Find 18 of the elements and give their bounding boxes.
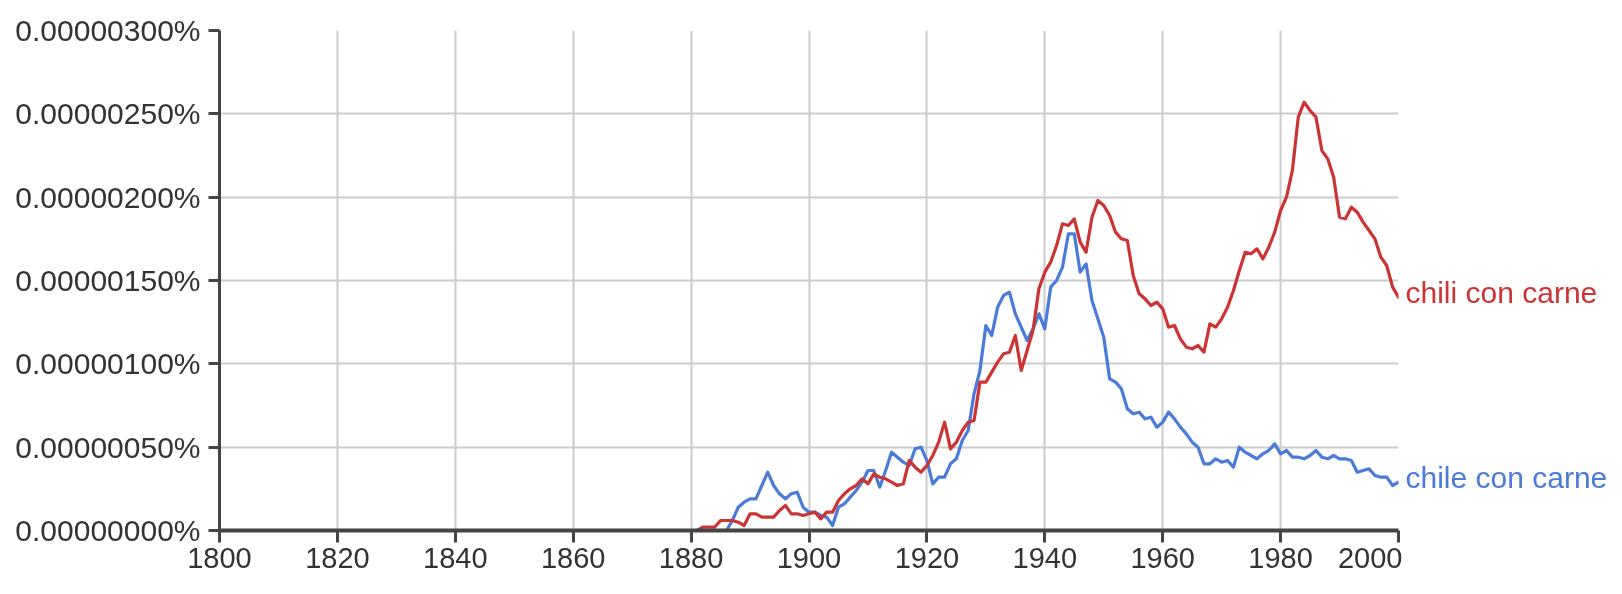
x-tick-label: 1900 — [776, 541, 842, 574]
x-tick-label: 1860 — [540, 541, 606, 574]
x-tick-label: 2000 — [1337, 541, 1403, 574]
y-tick-label: 0.00000250% — [15, 97, 201, 131]
y-tick-label: 0.00000300% — [15, 14, 201, 47]
y-tick-label: 0.00000100% — [15, 347, 201, 381]
x-tick-label: 1960 — [1130, 541, 1195, 574]
x-tick-label: 1920 — [894, 541, 960, 574]
x-tick-label: 1820 — [305, 541, 370, 574]
y-tick-label: 0.00000050% — [15, 430, 201, 464]
x-tick-label: 1980 — [1248, 541, 1313, 574]
y-tick-label: 0.00000150% — [15, 264, 201, 297]
y-tick-label: 0.00000200% — [15, 180, 201, 214]
series-label: chile con carne — [1405, 460, 1608, 494]
x-tick-label: 1880 — [658, 541, 724, 574]
series-label: chili con carne — [1405, 275, 1598, 309]
x-tick-label: 1940 — [1012, 541, 1078, 574]
x-tick-label: 1840 — [423, 541, 488, 574]
